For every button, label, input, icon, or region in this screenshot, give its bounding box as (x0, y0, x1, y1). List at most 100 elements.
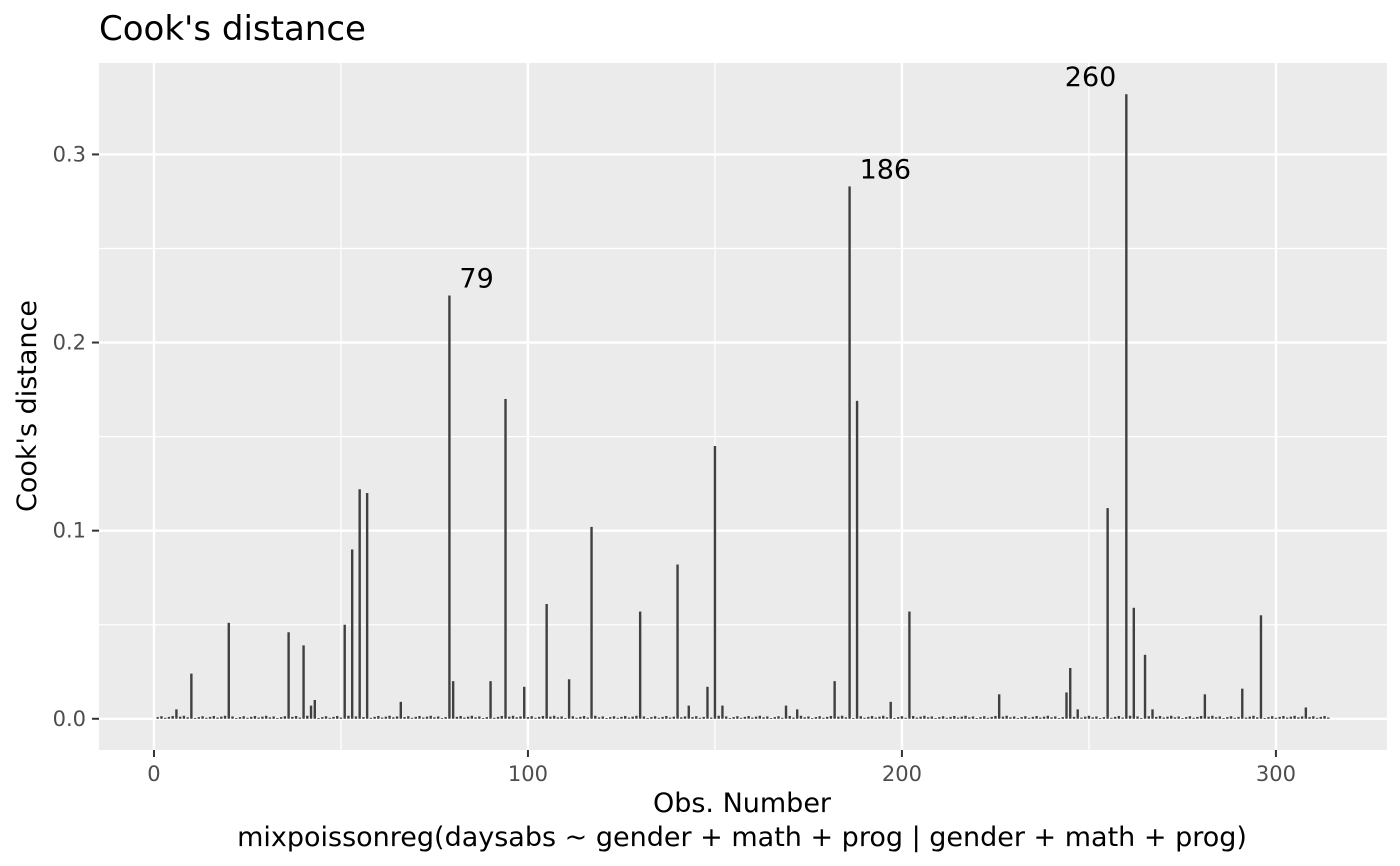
bar-obs-163 (762, 717, 765, 719)
bar-obs-258 (1117, 715, 1121, 719)
bar-obs-69 (410, 717, 414, 719)
chart-title: Cook's distance (99, 9, 366, 49)
bar-obs-129 (635, 715, 638, 719)
bar-obs-240 (1050, 717, 1053, 719)
bar-obs-14 (205, 717, 208, 719)
bar-obs-233 (1024, 716, 1027, 719)
bar-obs-76 (437, 716, 440, 719)
bar-obs-202 (908, 611, 911, 719)
bar-obs-261 (1128, 715, 1132, 719)
bar-obs-97 (515, 717, 518, 719)
bar-obs-59 (373, 716, 376, 719)
bar-obs-19 (223, 715, 227, 719)
bar-obs-53 (350, 549, 354, 719)
bar-obs-293 (1248, 716, 1251, 719)
bar-obs-207 (926, 717, 930, 719)
bar-obs-51 (343, 624, 346, 719)
bar-obs-109 (560, 716, 563, 719)
bar-obs-5 (171, 715, 174, 719)
bar-obs-94 (504, 398, 507, 719)
bar-obs-292 (1244, 717, 1248, 719)
bar-obs-215 (956, 717, 960, 719)
bar-obs-35 (283, 716, 287, 719)
bar-obs-260 (1125, 94, 1128, 719)
bar-obs-300 (1274, 717, 1278, 719)
bar-obs-286 (1222, 718, 1225, 719)
bar-obs-48 (332, 716, 335, 719)
bar-obs-136 (661, 716, 664, 719)
bar-obs-218 (968, 717, 971, 719)
bar-obs-273 (1173, 717, 1177, 719)
bar-obs-108 (556, 717, 560, 719)
bar-obs-49 (336, 715, 339, 719)
x-tick-label: 100 (508, 762, 548, 786)
bar-obs-44 (317, 718, 320, 719)
bar-obs-265 (1143, 654, 1147, 719)
bar-obs-274 (1177, 716, 1180, 719)
bar-obs-310 (1312, 716, 1315, 719)
bar-obs-143 (687, 705, 690, 719)
bar-obs-34 (279, 717, 283, 719)
bar-obs-280 (1199, 715, 1203, 719)
bar-obs-250 (1087, 715, 1091, 719)
bar-obs-10 (190, 673, 193, 719)
bar-obs-255 (1106, 508, 1109, 719)
bar-obs-121 (605, 718, 608, 719)
bar-obs-166 (773, 717, 776, 719)
bar-obs-216 (960, 716, 963, 719)
bar-obs-269 (1158, 715, 1162, 719)
bar-obs-157 (739, 717, 743, 719)
peak-label-260: 260 (1065, 62, 1117, 93)
bar-obs-25 (246, 717, 249, 719)
bar-obs-284 (1214, 717, 1218, 719)
bar-obs-252 (1095, 716, 1098, 719)
bar-obs-278 (1192, 717, 1195, 719)
bar-obs-144 (691, 717, 694, 719)
bar-obs-238 (1042, 716, 1046, 719)
bar-obs-2 (160, 716, 163, 719)
bar-obs-162 (758, 715, 762, 719)
bar-obs-229 (1009, 717, 1012, 719)
bar-obs-192 (870, 715, 874, 719)
bar-obs-236 (1035, 715, 1038, 719)
bar-obs-132 (646, 718, 649, 719)
bar-obs-164 (766, 716, 769, 719)
bar-obs-42 (309, 705, 313, 719)
bar-obs-107 (552, 715, 556, 719)
bar-obs-24 (242, 716, 245, 719)
bar-obs-304 (1289, 716, 1293, 719)
bar-obs-89 (485, 717, 489, 719)
bar-obs-235 (1031, 716, 1035, 719)
bar-obs-220 (975, 718, 978, 719)
bar-obs-200 (900, 716, 904, 719)
bar-obs-72 (422, 717, 425, 719)
bar-obs-296 (1259, 615, 1263, 719)
bar-obs-118 (594, 715, 597, 719)
bar-obs-259 (1121, 717, 1124, 719)
bar-obs-91 (493, 717, 496, 719)
bar-obs-117 (590, 526, 593, 719)
bar-obs-9 (186, 717, 189, 719)
bar-obs-32 (272, 716, 275, 719)
bar-obs-264 (1140, 718, 1143, 719)
bar-obs-83 (463, 717, 466, 719)
bar-obs-61 (380, 717, 384, 719)
bar-obs-46 (324, 716, 328, 719)
bar-obs-134 (653, 716, 657, 719)
bar-obs-16 (212, 715, 216, 719)
bar-obs-36 (287, 632, 290, 719)
y-tick-label: 0.3 (53, 142, 86, 166)
bar-obs-275 (1181, 718, 1184, 719)
bar-obs-27 (253, 715, 257, 719)
bar-obs-170 (788, 715, 791, 719)
bar-obs-66 (399, 701, 402, 719)
bar-obs-139 (672, 716, 676, 719)
bar-obs-227 (1001, 716, 1005, 719)
bar-obs-195 (882, 715, 885, 719)
bar-obs-23 (238, 717, 242, 719)
bar-obs-30 (264, 715, 268, 719)
bar-obs-244 (1065, 692, 1068, 719)
bar-obs-38 (294, 715, 298, 719)
bar-obs-95 (508, 716, 511, 719)
